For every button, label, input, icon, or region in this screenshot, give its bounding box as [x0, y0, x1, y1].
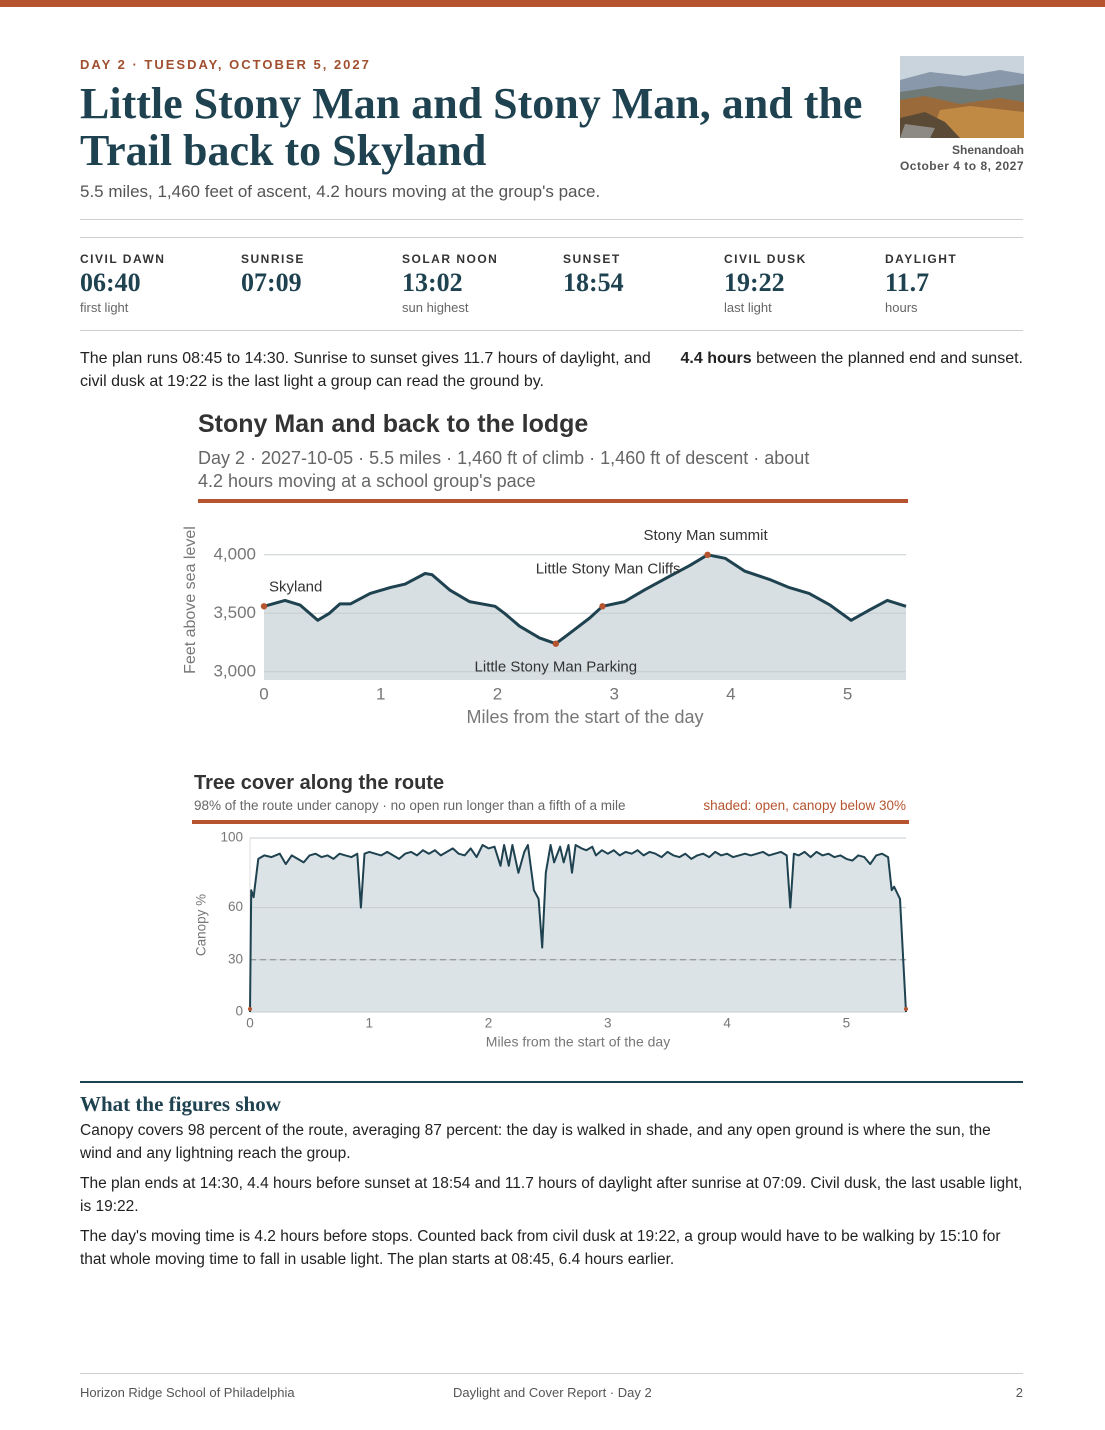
x-tick-label: 4: [723, 1016, 731, 1031]
stat-note: sun highest: [402, 300, 469, 315]
section-rule: [80, 1081, 1023, 1083]
annotation-dot: [260, 603, 268, 610]
place: Shenandoah: [951, 143, 1024, 157]
x-tick-label: 5: [843, 1016, 851, 1031]
stat-value: 06:40: [80, 268, 141, 297]
stat-note: first light: [80, 300, 129, 315]
annotation: Stony Man summit: [643, 527, 768, 544]
section-heading: What the figures show: [80, 1092, 281, 1116]
stat-label: CIVIL DAWN: [80, 252, 166, 266]
stat-value: 19:22: [724, 268, 785, 297]
stat-label: SUNRISE: [241, 252, 305, 266]
page-number: 2: [1015, 1385, 1023, 1400]
x-tick-label: 5: [843, 684, 852, 703]
open-marker: [904, 1007, 908, 1011]
x-tick-label: 0: [259, 684, 268, 703]
open-marker: [248, 1007, 252, 1011]
paragraph: The day's moving time is 4.2 hours befor…: [80, 1228, 1001, 1268]
y-tick-label: 3,500: [213, 603, 256, 622]
y-axis-label: Feet above sea level: [182, 526, 199, 674]
chart-title: Stony Man and back to the lodge: [198, 410, 589, 438]
page-title: Little Stony Man and Stony Man, and the …: [80, 79, 863, 175]
page-subtitle: 5.5 miles, 1,460 feet of ascent, 4.2 hou…: [80, 182, 601, 201]
x-tick-label: 3: [609, 684, 618, 703]
y-tick-label: 60: [228, 899, 243, 914]
footer-center: Daylight and Cover Report · Day 2: [453, 1385, 652, 1400]
y-tick-label: 30: [228, 951, 243, 966]
dates: October 4 to 8, 2027: [899, 159, 1024, 173]
footer-rule: [80, 1373, 1023, 1374]
x-tick-label: 2: [485, 1016, 493, 1031]
y-axis-label: Canopy %: [194, 894, 209, 956]
rule: [80, 237, 1023, 238]
top-bar: [0, 0, 1105, 7]
stat-value: 11.7: [885, 268, 930, 297]
chart-title: Tree cover along the route: [194, 772, 445, 794]
x-tick-label: 0: [246, 1016, 254, 1031]
annotation-dot: [552, 640, 560, 647]
stat-note: last light: [724, 300, 772, 315]
notes: Canopy covers 98 percent of the route, a…: [80, 1119, 1023, 1278]
stat-label: SOLAR NOON: [402, 252, 499, 266]
stat-note: hours: [885, 300, 918, 315]
paragraph: Canopy covers 98 percent of the route, a…: [80, 1122, 991, 1162]
chart-rule: [192, 820, 909, 824]
stat-label: SUNSET: [563, 252, 621, 266]
annotation-dot: [599, 603, 606, 610]
x-axis-label: Miles from the start of the day: [486, 1034, 670, 1050]
y-tick-label: 3,000: [213, 661, 256, 680]
stat-value: 13:02: [402, 268, 463, 297]
x-tick-label: 2: [493, 684, 502, 703]
area: [264, 554, 906, 680]
thumbnail: [900, 56, 1024, 138]
paragraph: The plan ends at 14:30, 4.4 hours before…: [80, 1175, 1023, 1215]
summary: The plan runs 08:45 to 14:30. Sunrise to…: [80, 350, 651, 390]
x-tick-label: 3: [604, 1016, 612, 1031]
annotation-dot: [704, 551, 711, 559]
x-tick-label: 4: [726, 684, 735, 703]
legend-note: shaded: open, canopy below 30%: [703, 798, 906, 813]
eyebrow: DAY 2 · TUESDAY, OCTOBER 5, 2027: [80, 57, 371, 72]
callout: 4.4 hours between the planned end and su…: [681, 347, 1023, 370]
callout-strong: 4.4 hours: [680, 350, 752, 367]
chart-subtitle: Day 2 · 2027-10-05 · 5.5 miles · 1,460 f…: [198, 448, 810, 491]
annotation: Skyland: [269, 578, 322, 595]
chart-subtitle: 98% of the route under canopy · no open …: [194, 798, 626, 813]
stat-value: 07:09: [241, 268, 302, 297]
y-tick-label: 0: [235, 1004, 243, 1019]
stat-value: 18:54: [563, 268, 624, 297]
chart-rule: [198, 499, 908, 503]
footer-left: Horizon Ridge School of Philadelphia: [80, 1385, 295, 1400]
area: [250, 845, 906, 1012]
x-tick-label: 1: [366, 1016, 374, 1031]
rule: [80, 219, 1023, 220]
rule: [80, 330, 1023, 331]
x-axis-label: Miles from the start of the day: [466, 707, 703, 727]
annotation: Little Stony Man Cliffs: [536, 560, 681, 577]
y-tick-label: 4,000: [213, 544, 256, 563]
stat-label: DAYLIGHT: [885, 252, 958, 266]
line: [249, 844, 907, 1013]
callout-text: between the planned end and sunset.: [756, 350, 1023, 367]
stat-label: CIVIL DUSK: [724, 252, 807, 266]
y-tick-label: 100: [220, 830, 243, 845]
x-tick-label: 1: [376, 684, 385, 703]
annotation: Little Stony Man Parking: [475, 659, 638, 676]
